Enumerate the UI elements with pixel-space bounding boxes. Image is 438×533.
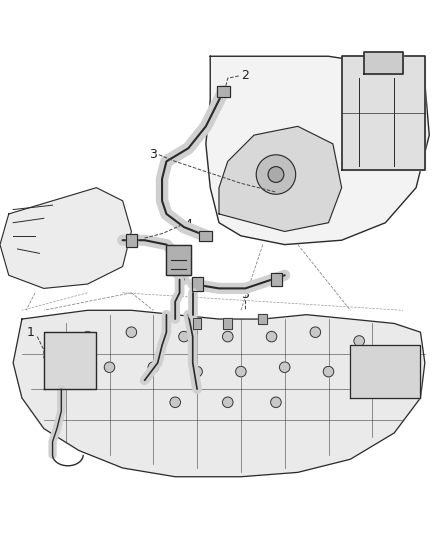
Polygon shape (219, 126, 342, 231)
Polygon shape (350, 345, 420, 398)
Bar (166, 245, 191, 275)
Circle shape (126, 327, 137, 337)
Circle shape (271, 397, 281, 408)
Bar (271, 273, 282, 286)
Polygon shape (13, 310, 425, 477)
Text: 4: 4 (184, 219, 192, 231)
Bar (126, 233, 137, 247)
Circle shape (223, 397, 233, 408)
Circle shape (236, 366, 246, 377)
Circle shape (60, 366, 71, 377)
Circle shape (179, 332, 189, 342)
Circle shape (310, 327, 321, 337)
Bar (223, 318, 232, 329)
Circle shape (367, 366, 378, 377)
Bar (193, 318, 201, 329)
Bar (258, 314, 267, 324)
Bar (199, 231, 212, 241)
Bar (271, 273, 282, 286)
Bar (192, 278, 203, 290)
Polygon shape (44, 332, 96, 389)
Bar (199, 231, 212, 241)
Bar (223, 318, 232, 329)
Bar (217, 86, 230, 96)
Bar (166, 245, 191, 275)
Circle shape (223, 332, 233, 342)
Circle shape (82, 332, 93, 342)
Bar (126, 233, 137, 247)
Bar (258, 314, 267, 324)
Circle shape (323, 366, 334, 377)
Circle shape (148, 362, 159, 373)
Polygon shape (364, 52, 403, 74)
Text: 1: 1 (27, 326, 35, 338)
Text: 2: 2 (241, 69, 249, 83)
Text: 3: 3 (149, 148, 157, 161)
Bar (192, 278, 203, 290)
Circle shape (192, 366, 202, 377)
Circle shape (256, 155, 296, 194)
Circle shape (268, 167, 284, 182)
Polygon shape (0, 188, 131, 288)
Polygon shape (342, 56, 425, 170)
Circle shape (104, 362, 115, 373)
Bar (217, 86, 230, 96)
Circle shape (266, 332, 277, 342)
Text: 3: 3 (241, 288, 249, 302)
Circle shape (279, 362, 290, 373)
Circle shape (170, 397, 180, 408)
Bar (193, 318, 201, 329)
Circle shape (354, 336, 364, 346)
Polygon shape (206, 56, 429, 245)
